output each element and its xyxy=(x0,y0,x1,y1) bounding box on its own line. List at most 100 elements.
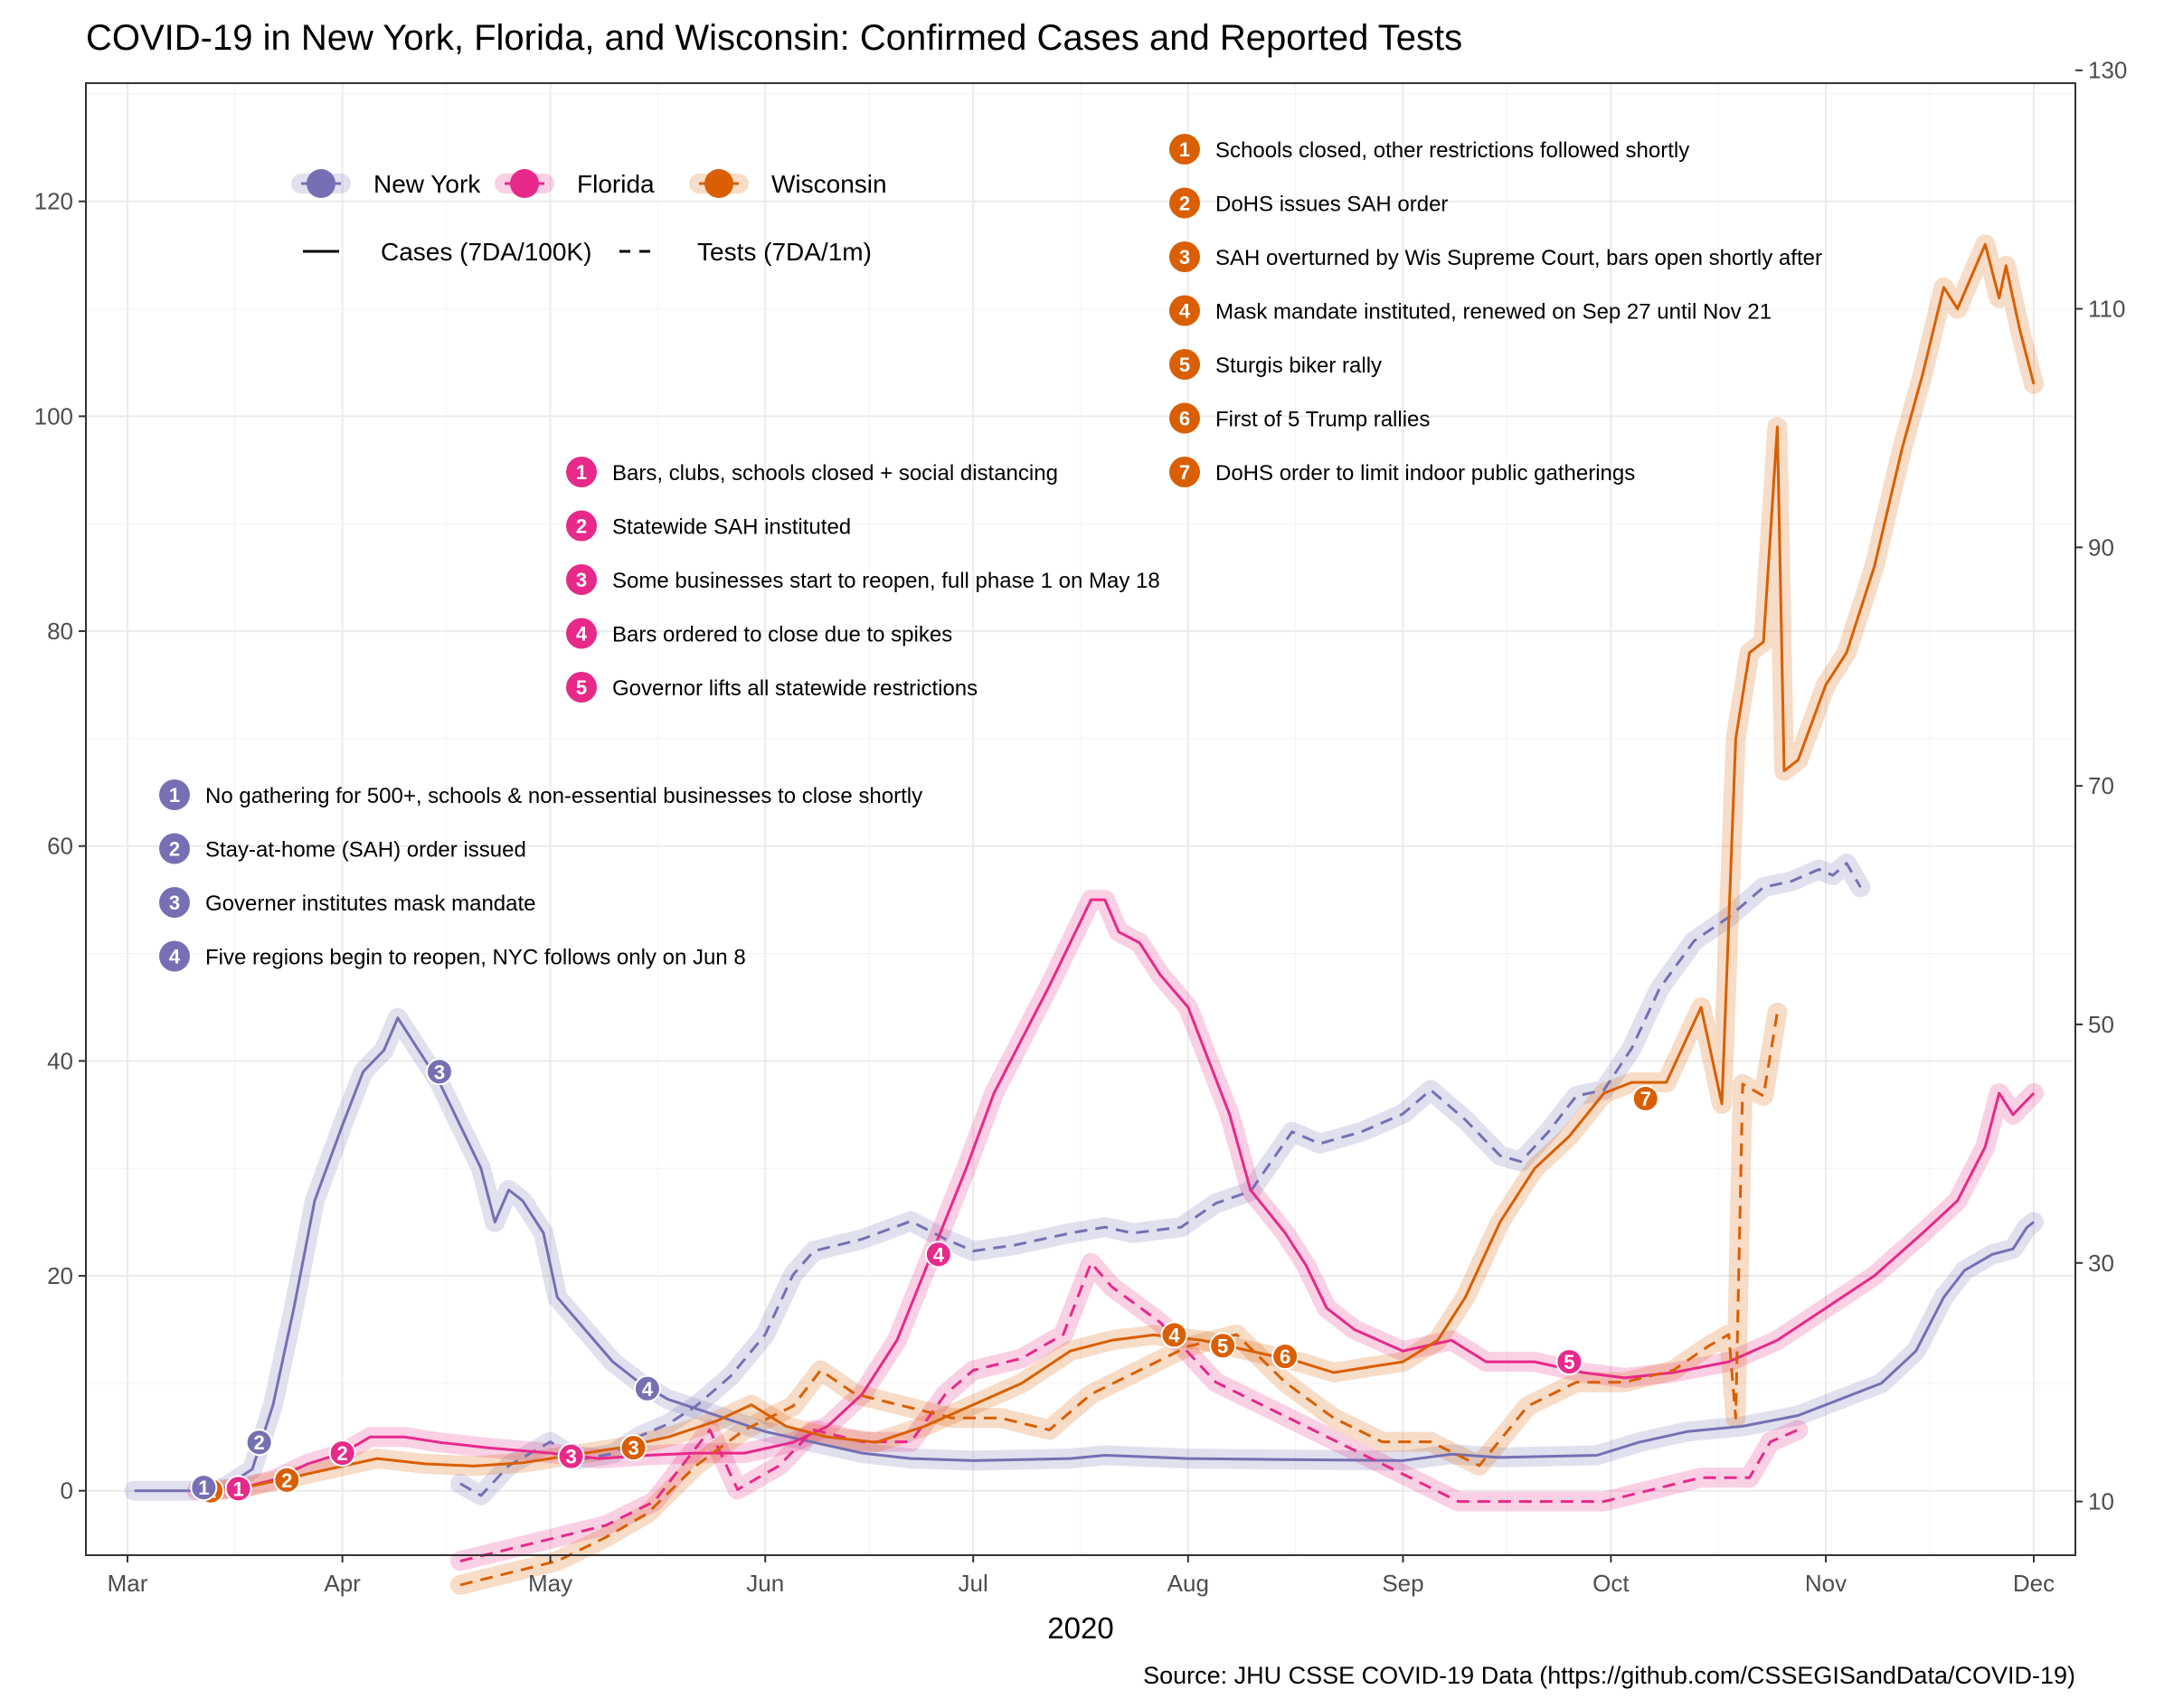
milestone-marker-label: 6 xyxy=(1280,1345,1290,1368)
milestone-marker-label: 4 xyxy=(642,1378,654,1401)
note-badge xyxy=(1169,187,1200,219)
note-badge-number: 3 xyxy=(169,892,180,914)
legend-label: Florida xyxy=(577,170,655,198)
y-tick-label: 100 xyxy=(34,402,73,429)
milestone-marker-label: 2 xyxy=(254,1431,265,1454)
milestone-marker xyxy=(633,1374,661,1402)
note-badge xyxy=(1169,134,1200,165)
note-badge-number: 7 xyxy=(1179,461,1190,484)
y2-tick-label: 110 xyxy=(2088,296,2125,323)
milestone-marker-label: 4 xyxy=(1168,1324,1180,1346)
milestone-marker-label: 2 xyxy=(281,1469,292,1492)
milestone-marker xyxy=(245,1429,273,1457)
milestone-marker-label: 2 xyxy=(336,1442,347,1465)
note-badge-number: 6 xyxy=(1179,408,1190,430)
note-badge-number: 2 xyxy=(1179,193,1190,215)
x-axis-title: 2020 xyxy=(1047,1611,1113,1645)
milestone-marker xyxy=(619,1434,647,1462)
note-badge-number: 4 xyxy=(1179,300,1191,323)
plot-border xyxy=(85,82,2076,1556)
note-text: SAH overturned by Wis Supreme Court, bar… xyxy=(1215,246,1822,270)
source-caption: Source: JHU CSSE COVID-19 Data (https://… xyxy=(1143,1662,2075,1689)
milestone-marker-label: 1 xyxy=(233,1477,244,1500)
y2-tick-label: 10 xyxy=(2088,1488,2114,1515)
note-text: Statewide SAH instituted xyxy=(612,515,851,540)
chart-title: COVID-19 in New York, Florida, and Wisco… xyxy=(86,18,1462,58)
x-tick-label: Apr xyxy=(324,1570,361,1597)
legend-key-dot xyxy=(510,169,539,198)
milestone-marker xyxy=(224,1475,252,1503)
legend: New York Florida Wisconsin Cases (7DA/100K)… xyxy=(291,169,887,266)
milestone-marker xyxy=(1160,1321,1188,1349)
note-badge xyxy=(566,672,597,703)
legend-key-dot xyxy=(704,169,733,198)
note-badge-number: 1 xyxy=(169,784,180,807)
y2-tick-label: 90 xyxy=(2088,533,2114,561)
note-badge-number: 3 xyxy=(1179,246,1190,269)
note-badge xyxy=(566,457,597,487)
note-badge xyxy=(1169,241,1200,272)
note-badge-number: 5 xyxy=(1179,354,1190,376)
milestone-marker xyxy=(273,1466,301,1494)
x-tick-label: Jun xyxy=(746,1570,784,1597)
note-badge xyxy=(566,564,597,595)
note-badge-number: 1 xyxy=(1179,138,1190,161)
y-tick-label: 80 xyxy=(47,618,73,645)
note-text: No gathering for 500+, schools & non-ess… xyxy=(205,784,922,808)
note-badge xyxy=(566,618,597,649)
milestone-markers: 1234567123451234 xyxy=(190,1058,1659,1505)
milestone-marker xyxy=(924,1241,952,1269)
y-tick-label: 40 xyxy=(47,1047,73,1074)
note-text: Mask mandate instituted, renewed on Sep … xyxy=(1215,300,1772,325)
grid-lines xyxy=(86,83,2075,1555)
note-text: First of 5 Trump rallies xyxy=(1215,408,1430,432)
milestone-marker xyxy=(1555,1348,1583,1376)
milestone-marker-label: 1 xyxy=(198,1477,209,1499)
axes: 0 20 40 60 80 100 120 10 30 50 70 90 110 130 Mar Apr May… xyxy=(34,57,2128,1597)
note-badge xyxy=(159,887,190,918)
legend-linetype-label: Tests (7DA/1m) xyxy=(697,238,872,266)
note-text: Bars ordered to close due to spikes xyxy=(612,623,952,647)
x-tick-label: Nov xyxy=(1805,1570,1847,1597)
note-badge xyxy=(1169,402,1200,434)
note-badge xyxy=(159,779,190,810)
legend-label: Wisconsin xyxy=(771,170,887,198)
legend-label: New York xyxy=(373,170,481,198)
note-text: Five regions begin to reopen, NYC follow… xyxy=(205,946,746,970)
note-badge-number: 5 xyxy=(576,676,587,699)
series-line xyxy=(459,1261,1799,1562)
x-tick-label: Mar xyxy=(108,1570,148,1597)
y-tick-label: 20 xyxy=(47,1262,73,1289)
milestone-marker-label: 5 xyxy=(1564,1351,1574,1373)
milestone-marker xyxy=(328,1439,356,1467)
series-line xyxy=(459,862,1862,1497)
note-text: Schools closed, other restrictions follo… xyxy=(1215,138,1689,163)
x-tick-label: Dec xyxy=(2013,1570,2055,1597)
note-text: Bars, clubs, schools closed + social dis… xyxy=(612,461,1058,486)
note-badge-number: 2 xyxy=(576,515,587,538)
milestone-marker xyxy=(1271,1343,1299,1371)
note-badge xyxy=(159,940,190,972)
note-badge xyxy=(566,510,597,542)
note-badge-number: 3 xyxy=(576,569,587,591)
y2-tick-label: 30 xyxy=(2088,1250,2114,1277)
y2-tick-label: 50 xyxy=(2088,1011,2114,1038)
milestone-marker-label: 3 xyxy=(628,1437,638,1459)
y-tick-label: 120 xyxy=(34,188,73,215)
legend-linetype-label: Cases (7DA/100K) xyxy=(381,238,591,266)
milestone-marker xyxy=(425,1058,453,1086)
note-text: DoHS issues SAH order xyxy=(1215,193,1448,217)
milestone-marker xyxy=(1209,1332,1237,1360)
x-tick-label: Oct xyxy=(1592,1570,1630,1597)
legend-key-dot xyxy=(307,169,335,198)
milestone-marker xyxy=(557,1442,585,1470)
note-badge-number: 4 xyxy=(576,623,588,646)
note-text: Governer institutes mask mandate xyxy=(205,892,536,916)
milestone-marker-label: 4 xyxy=(933,1243,945,1266)
milestone-marker-label: 5 xyxy=(1217,1335,1228,1357)
x-tick-label: Aug xyxy=(1167,1570,1209,1597)
note-badge-number: 1 xyxy=(576,461,587,484)
note-text: Governor lifts all statewide restriction… xyxy=(612,676,978,701)
milestone-marker-label: 7 xyxy=(1640,1088,1651,1110)
